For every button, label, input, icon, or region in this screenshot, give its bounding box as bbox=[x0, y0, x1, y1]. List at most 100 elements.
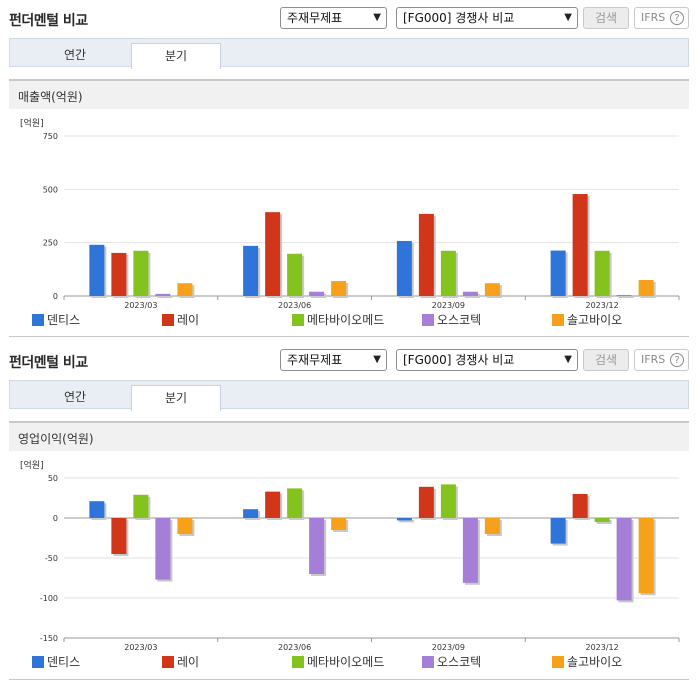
bar bbox=[155, 518, 171, 580]
panel-title: 펀더멘털 비교 bbox=[9, 13, 88, 29]
bar bbox=[133, 494, 149, 518]
tab-annual[interactable]: 연간 bbox=[63, 48, 87, 62]
legend-label: 솔고바이오 bbox=[567, 313, 623, 327]
bar bbox=[331, 518, 347, 530]
bar-shadow bbox=[157, 295, 173, 298]
x-tick-label: 2023/03 bbox=[124, 301, 157, 310]
bar bbox=[638, 518, 654, 594]
legend-swatch bbox=[552, 314, 564, 326]
legend-swatch bbox=[162, 314, 174, 326]
legend-label: 오스코텍 bbox=[437, 313, 482, 327]
x-tick-label: 2023/09 bbox=[432, 301, 465, 310]
bar bbox=[287, 253, 303, 296]
bar-shadow bbox=[618, 296, 634, 298]
bar-shadow bbox=[398, 520, 414, 523]
legend-swatch bbox=[32, 314, 44, 326]
bar bbox=[243, 245, 259, 296]
legend-label: 레이 bbox=[177, 655, 200, 669]
tab-quarterly[interactable]: 분기 bbox=[131, 43, 221, 69]
bar bbox=[616, 518, 632, 601]
y-axis-unit-label: [억원] bbox=[20, 459, 44, 471]
bar bbox=[177, 518, 193, 534]
x-tick-label: 2023/06 bbox=[278, 301, 311, 310]
bar bbox=[89, 244, 105, 296]
bar bbox=[111, 518, 127, 554]
bar bbox=[462, 518, 478, 583]
bar bbox=[594, 518, 610, 522]
sales-bar-chart: [억원] 0 250 500 750 2023/03 2023/06 2023/09 2023/… bbox=[20, 117, 680, 310]
legend-label: 덴티스 bbox=[47, 313, 81, 327]
legend-swatch bbox=[292, 314, 304, 326]
legend-swatch bbox=[422, 656, 434, 668]
statement-type-select[interactable]: 주재무제표 ▼ bbox=[280, 349, 387, 371]
help-icon: ? bbox=[670, 353, 684, 367]
bar bbox=[396, 240, 412, 296]
panel-divider bbox=[9, 336, 689, 337]
panel-header: 펀더멘털 비교 주재무제표 ▼ [FG000] 경쟁사 비교 ▼ 검색 IFRS… bbox=[0, 342, 696, 376]
bar bbox=[440, 250, 456, 296]
ifrs-label: IFRS bbox=[641, 353, 666, 366]
help-icon: ? bbox=[670, 11, 684, 25]
x-tick-label: 2023/06 bbox=[278, 643, 311, 652]
bar bbox=[309, 291, 325, 296]
comparison-group-select[interactable]: [FG000] 경쟁사 비교 ▼ bbox=[396, 7, 578, 29]
comparison-group-select[interactable]: [FG000] 경쟁사 비교 ▼ bbox=[396, 349, 578, 371]
bar bbox=[111, 252, 127, 296]
y-tick-label: -100 bbox=[40, 594, 58, 603]
legend-swatch bbox=[292, 656, 304, 668]
chart-title-bar: 영업이익(억원) bbox=[9, 421, 689, 451]
bar bbox=[638, 280, 654, 296]
bar bbox=[418, 486, 434, 518]
y-tick-label: 500 bbox=[43, 185, 58, 194]
y-tick-label: 750 bbox=[43, 132, 58, 141]
bar bbox=[484, 518, 500, 534]
panel-header: 펀더멘털 비교 주재무제표 ▼ [FG000] 경쟁사 비교 ▼ 검색 IFRS… bbox=[0, 0, 696, 34]
bar bbox=[243, 509, 259, 518]
legend-swatch bbox=[422, 314, 434, 326]
bar bbox=[484, 283, 500, 296]
bar bbox=[396, 518, 412, 521]
y-tick-label: 50 bbox=[48, 474, 58, 483]
bar bbox=[287, 488, 303, 518]
comparison-group-value: [FG000] 경쟁사 비교 bbox=[403, 353, 515, 367]
bar bbox=[440, 484, 456, 518]
x-tick-label: 2023/03 bbox=[124, 643, 157, 652]
fundamental-panel-operating-profit: 펀더멘털 비교 주재무제표 ▼ [FG000] 경쟁사 비교 ▼ 검색 IFRS… bbox=[0, 342, 696, 684]
search-button[interactable]: 검색 bbox=[583, 349, 629, 371]
period-tabs: 연간 분기 bbox=[9, 380, 689, 411]
statement-type-value: 주재무제표 bbox=[287, 11, 343, 25]
bar bbox=[265, 491, 281, 518]
bar bbox=[572, 494, 588, 518]
panel-title: 펀더멘털 비교 bbox=[9, 355, 88, 371]
y-tick-label: 0 bbox=[53, 292, 58, 301]
bar bbox=[594, 250, 610, 296]
legend-swatch bbox=[32, 656, 44, 668]
tab-annual[interactable]: 연간 bbox=[63, 390, 87, 404]
bar bbox=[550, 250, 566, 296]
y-tick-label: 0 bbox=[53, 514, 58, 523]
legend-label: 솔고바이오 bbox=[567, 655, 623, 669]
bar bbox=[331, 281, 347, 296]
ifrs-help-button[interactable]: IFRS ? bbox=[634, 349, 689, 371]
x-tick-label: 2023/09 bbox=[432, 643, 465, 652]
ifrs-label: IFRS bbox=[641, 11, 666, 24]
y-tick-label: -50 bbox=[45, 554, 58, 563]
comparison-group-value: [FG000] 경쟁사 비교 bbox=[403, 11, 515, 25]
tab-quarterly[interactable]: 분기 bbox=[131, 385, 221, 411]
chevron-down-icon: ▼ bbox=[373, 12, 381, 23]
legend-label: 덴티스 bbox=[47, 655, 81, 669]
chart-title: 영업이익(억원) bbox=[18, 432, 94, 446]
operating-profit-bar-chart: [억원] -150 -100 -50 0 50 2023/03 2023/06 2023/09 2… bbox=[20, 459, 680, 652]
legend-label: 레이 bbox=[177, 313, 200, 327]
ifrs-help-button[interactable]: IFRS ? bbox=[634, 7, 689, 29]
bar bbox=[550, 518, 566, 544]
statement-type-select[interactable]: 주재무제표 ▼ bbox=[280, 7, 387, 29]
y-axis-unit-label: [억원] bbox=[20, 117, 44, 129]
bar bbox=[418, 213, 434, 296]
x-tick-label: 2023/12 bbox=[586, 301, 619, 310]
x-tick-label: 2023/12 bbox=[586, 643, 619, 652]
bar bbox=[462, 291, 478, 296]
search-button[interactable]: 검색 bbox=[583, 7, 629, 29]
statement-type-value: 주재무제표 bbox=[287, 353, 343, 367]
y-tick-label: -150 bbox=[40, 634, 58, 643]
